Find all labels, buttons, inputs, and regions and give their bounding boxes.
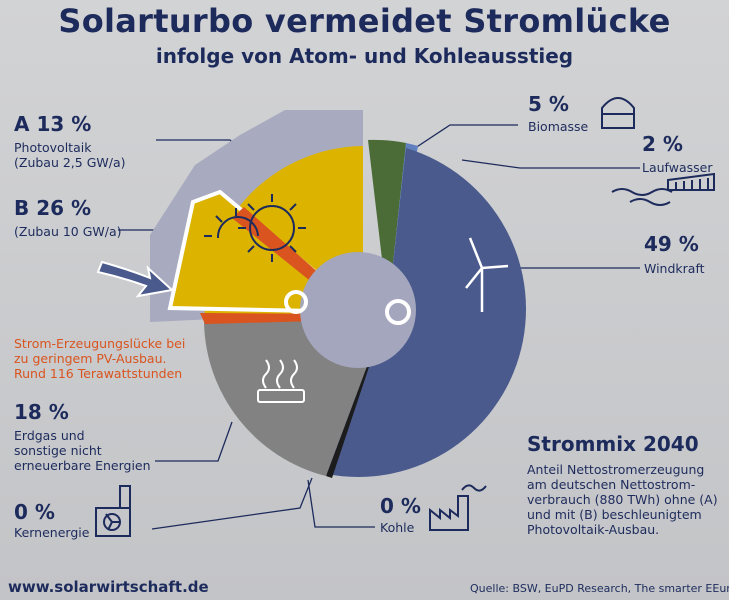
center-ring-2 (284, 290, 308, 314)
biomass-icon (601, 97, 635, 129)
hydro-icon (611, 172, 715, 206)
gas-flame-icon (257, 359, 305, 403)
leader-lines (118, 124, 640, 530)
mix-line2: am deutschen Nettostrom- (527, 477, 696, 492)
mix-line3: verbrauch (880 TWh) ohne (A) (527, 492, 718, 507)
nuclear-plant-icon (95, 485, 131, 537)
label-erdgas-line2: sonstige nicht (14, 443, 102, 458)
label-a-line2: (Zubau 2,5 GW/a) (14, 155, 126, 170)
pie-slice-windkraft (310, 148, 527, 478)
mix-line5: Photovoltaik-Ausbau. (527, 522, 660, 537)
label-erdgas-line3: erneuerbare Energien (14, 458, 151, 473)
gap-note-line1: Strom-Erzeugungslücke bei (14, 336, 186, 351)
leader-kernenergie (151, 477, 313, 530)
sun-icon-small (204, 208, 259, 239)
label-a-pct: A 13 % (14, 112, 92, 136)
mix-title: Strommix 2040 (527, 432, 699, 456)
mix-line1: Anteil Nettostromerzeugung (527, 462, 705, 477)
label-windkraft-pct: 49 % (644, 232, 699, 256)
label-kohle-pct: 0 % (380, 494, 421, 518)
label-b-pct: B 26 % (14, 196, 92, 220)
gap-note-line2: zu geringem PV-Ausbau. (14, 351, 167, 366)
label-biomasse-pct: 5 % (528, 92, 569, 116)
center-disc (300, 252, 416, 368)
label-erdgas-pct: 18 % (14, 400, 69, 424)
label-laufwasser: Laufwasser (642, 160, 713, 175)
footer-url[interactable]: www.solarwirtschaft.de (8, 578, 209, 596)
arrow-icon (96, 260, 175, 298)
label-kernenergie-pct: 0 % (14, 500, 55, 524)
label-erdgas-line1: Erdgas und (14, 428, 85, 443)
label-b-line1: (Zubau 10 GW/a) (14, 224, 122, 239)
page-subtitle: infolge von Atom- und Kohleausstieg (155, 44, 574, 68)
gap-note-line3: Rund 116 Terawattstunden (14, 366, 183, 381)
mix-line4: und mit (B) beschleunigtem (527, 507, 702, 522)
footer-source: Quelle: BSW, EuPD Research, The smarter … (470, 582, 729, 595)
center-ring (385, 299, 411, 325)
label-kohle: Kohle (380, 520, 415, 535)
label-laufwasser-pct: 2 % (642, 132, 683, 156)
leader-erdgas (155, 421, 233, 462)
pie-slice-biomasse (368, 139, 406, 310)
wind-turbine-icon (465, 237, 509, 312)
leader-kohle (307, 479, 375, 528)
sun-icon (238, 194, 306, 262)
leader-laufwasser (461, 159, 640, 169)
label-kernenergie: Kernenergie (14, 525, 90, 540)
label-biomasse: Biomasse (528, 119, 589, 134)
label-a-line1: Photovoltaik (14, 140, 92, 155)
label-windkraft: Windkraft (644, 261, 705, 276)
coal-factory-icon (429, 484, 487, 531)
page-title: Solarturbo vermeidet Stromlücke (58, 2, 671, 40)
